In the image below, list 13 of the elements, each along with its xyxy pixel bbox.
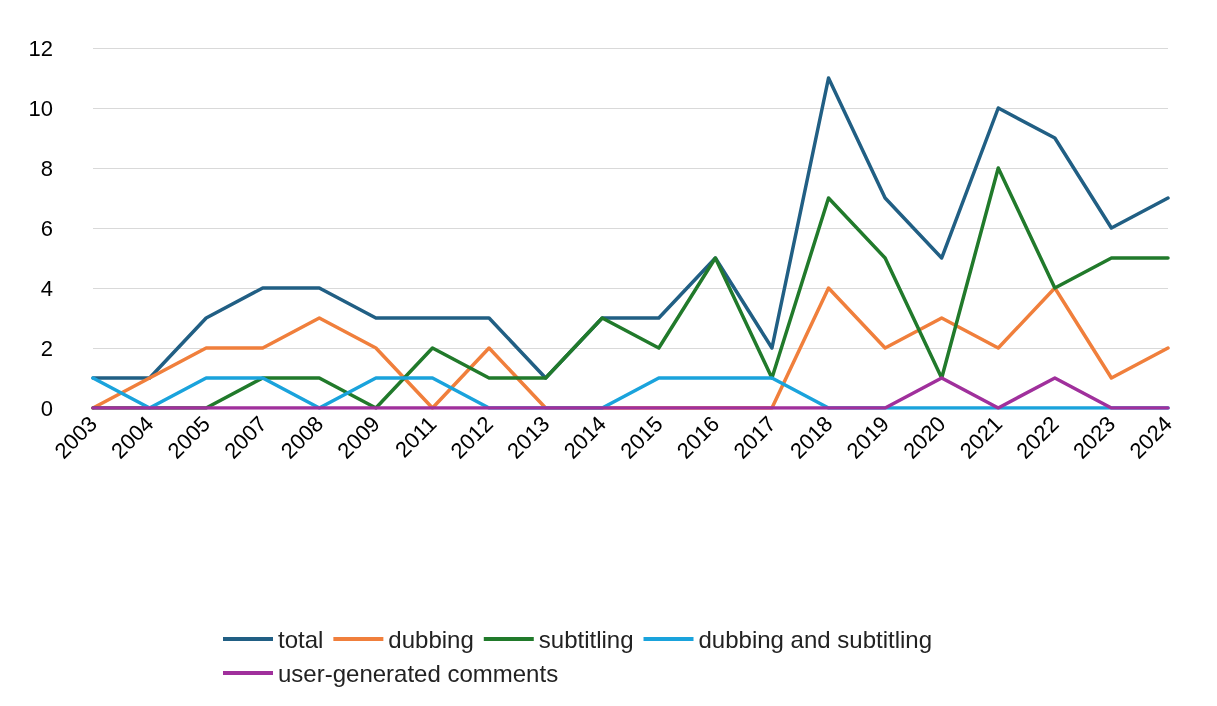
y-tick-label: 8 bbox=[40, 155, 53, 181]
y-tick-label: 6 bbox=[40, 215, 53, 241]
y-tick-label: 0 bbox=[40, 395, 53, 421]
line-series bbox=[91, 76, 1170, 380]
y-tick-label: 10 bbox=[28, 95, 53, 121]
legend-label: dubbing bbox=[388, 625, 474, 653]
y-tick-label: 12 bbox=[28, 35, 53, 61]
legend-label: total bbox=[278, 625, 324, 653]
legend-label: subtitling bbox=[538, 625, 634, 653]
y-tick-label: 4 bbox=[40, 275, 53, 301]
y-tick-label: 2 bbox=[40, 335, 53, 361]
legend-label: user-generated comments bbox=[278, 659, 559, 687]
legend-label: dubbing and subtitling bbox=[698, 625, 933, 653]
